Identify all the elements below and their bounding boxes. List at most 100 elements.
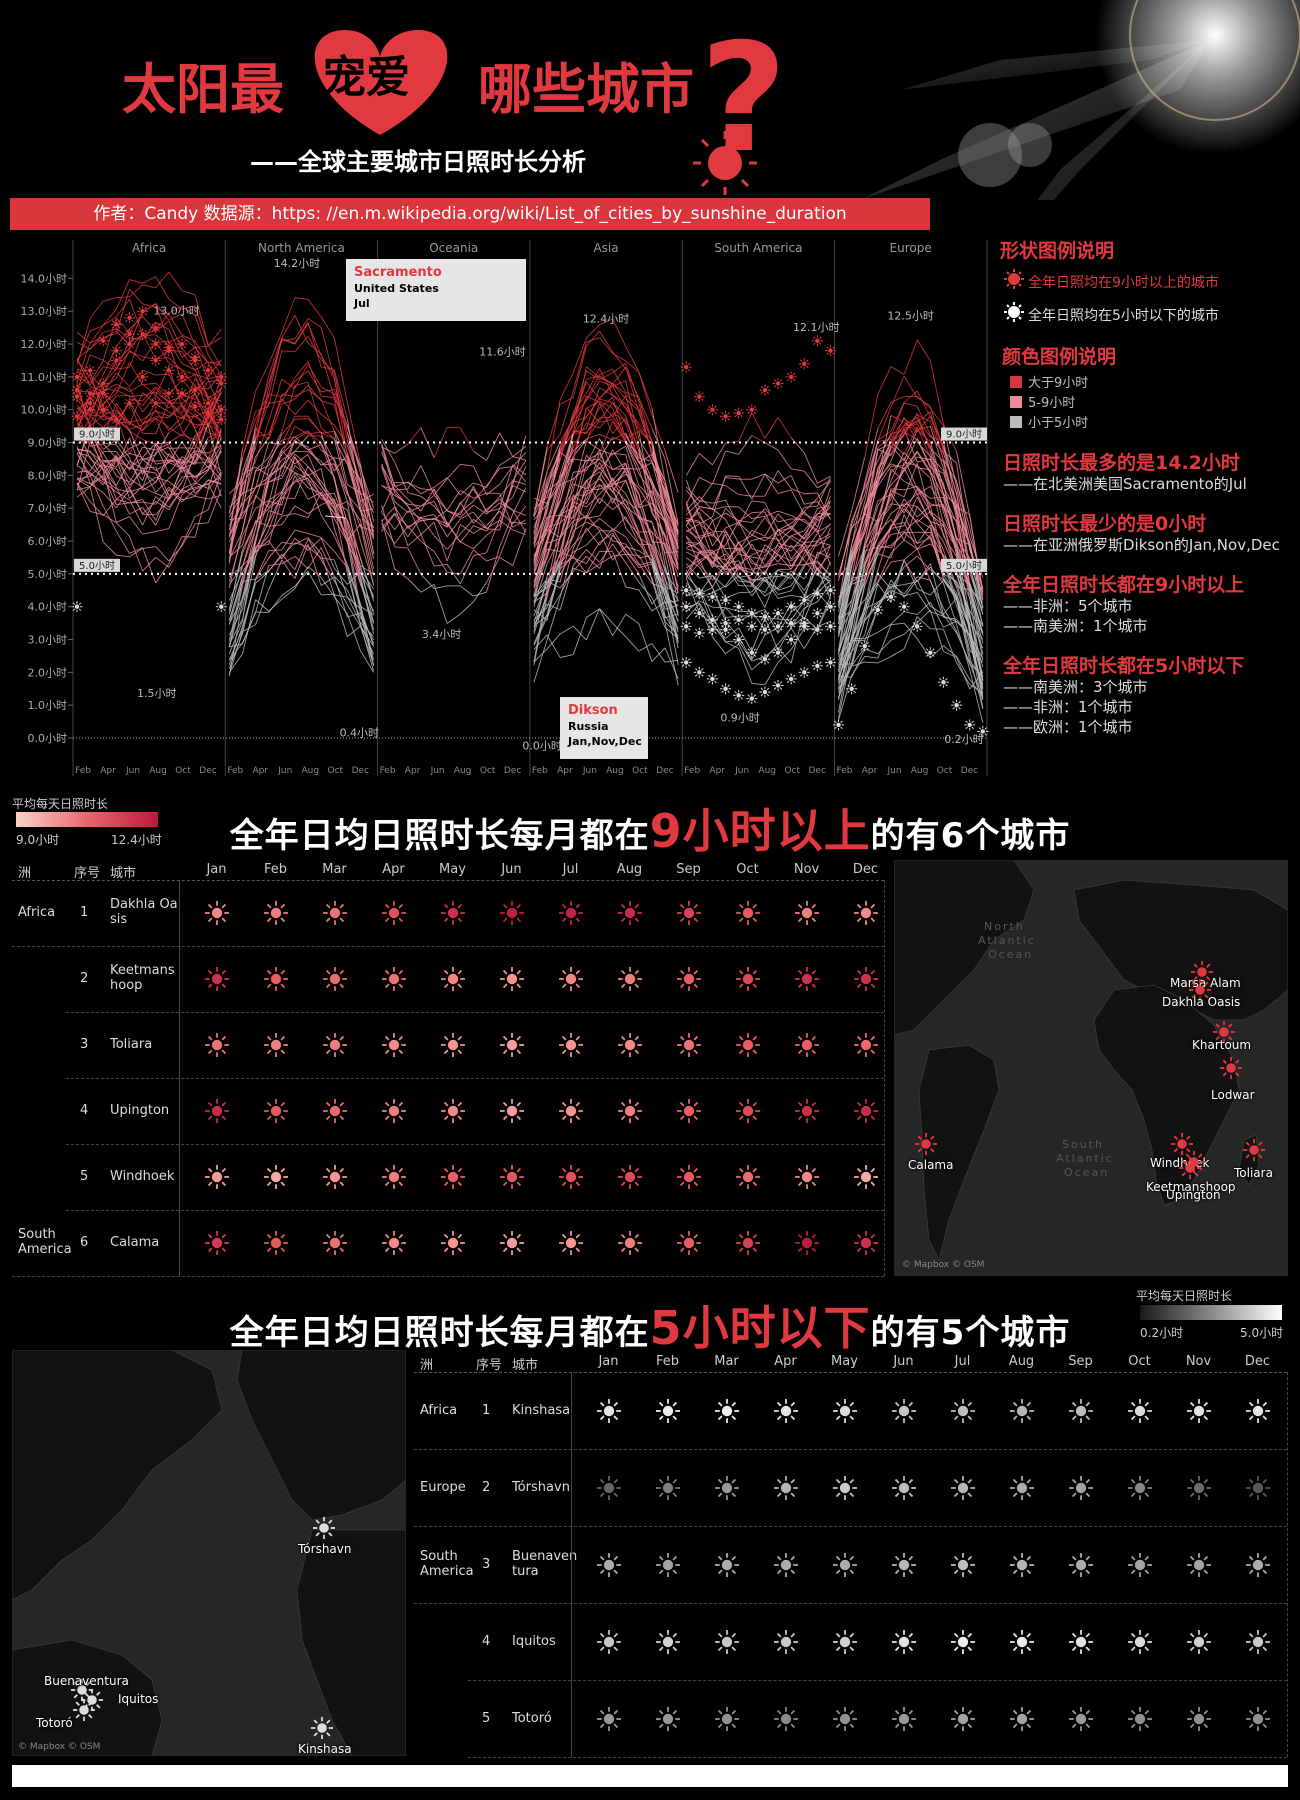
city-line-segment <box>115 530 130 554</box>
map-pin[interactable] <box>1219 1056 1243 1084</box>
city-line-segment <box>103 416 117 423</box>
city-line-segment <box>599 402 613 417</box>
city-line-segment <box>625 432 640 463</box>
map-pin[interactable] <box>1242 1138 1266 1166</box>
city-line-segment <box>698 496 713 511</box>
city-line-segment <box>585 462 600 489</box>
city-line-segment <box>816 567 831 600</box>
city-line-segment <box>804 590 818 599</box>
city-line-segment <box>307 454 322 486</box>
city-line-segment <box>307 451 322 462</box>
city-line-segment <box>207 476 222 485</box>
city-line-segment <box>803 470 818 489</box>
x-tick-label: Oct <box>937 766 953 776</box>
map-pin[interactable] <box>80 1688 104 1716</box>
city-line-segment <box>651 521 666 573</box>
city-line-segment <box>168 313 183 321</box>
sun-marker <box>71 384 83 396</box>
city-cell: Buenaventura <box>512 1548 578 1579</box>
city-line-segment <box>804 601 818 609</box>
city-line-segment <box>725 575 739 588</box>
city-line-segment <box>168 545 183 562</box>
city-line-segment <box>129 299 144 335</box>
city-line-segment <box>473 534 487 550</box>
city-line-segment <box>890 514 905 559</box>
city-line-segment <box>664 600 679 604</box>
x-tick-label: Apr <box>405 766 421 776</box>
city-line-segment <box>155 546 170 562</box>
month-sun-cell <box>714 1706 740 1736</box>
city-line-segment <box>751 536 766 541</box>
city-line-segment <box>116 488 130 493</box>
month-sun-cell <box>735 1032 761 1062</box>
x-tick-label: Aug <box>302 766 320 776</box>
city-line-segment <box>817 584 831 603</box>
city-line-segment <box>685 551 700 575</box>
city-line-segment <box>864 544 879 607</box>
city-line-segment <box>116 460 130 469</box>
city-line-segment <box>76 369 91 384</box>
sun-icon <box>322 1231 347 1255</box>
city-line-segment <box>533 614 548 644</box>
city-cell: Keetmanshoop <box>110 963 175 993</box>
city-line-segment <box>877 433 892 462</box>
city-line-segment <box>725 641 739 649</box>
sun-icon <box>794 901 819 925</box>
city-line-segment <box>638 462 653 470</box>
sun-icon <box>80 1688 104 1712</box>
city-line-segment <box>699 453 713 466</box>
city-line-segment <box>956 582 971 630</box>
city-line-segment <box>612 366 627 385</box>
sun-marker <box>759 384 771 396</box>
city-line-segment <box>420 541 435 552</box>
fact-heading: 日照时长最多的是14.2小时 <box>1003 452 1240 474</box>
map1-africa-americas[interactable]: North Atlantic Ocean South Atlantic Ocea… <box>894 860 1288 1276</box>
city-line-segment <box>599 403 614 434</box>
gradient-legend-2-bar <box>1140 1305 1282 1320</box>
map-pin[interactable] <box>1188 978 1212 1006</box>
city-line-segment <box>346 527 361 584</box>
city-line-segment <box>572 556 587 574</box>
city-line-segment <box>903 423 918 429</box>
city-line-segment <box>228 535 243 582</box>
city-line-segment <box>320 538 335 569</box>
city-line-segment <box>864 513 879 523</box>
city-line-segment <box>142 457 156 462</box>
city-line-segment <box>712 551 726 566</box>
map-pin[interactable] <box>914 1132 938 1160</box>
city-line-segment <box>546 603 561 611</box>
city-line-segment <box>512 509 527 516</box>
city-line-segment <box>916 452 931 474</box>
city-line-segment <box>512 464 527 476</box>
map-pin[interactable] <box>1212 1020 1236 1048</box>
city-line-segment <box>255 421 270 462</box>
city-line-segment <box>255 481 270 540</box>
heart-icon <box>314 30 448 135</box>
x-tick-label: Jun <box>582 766 597 776</box>
city-line-segment <box>651 541 666 578</box>
city-line-segment <box>334 594 348 598</box>
city-line-segment <box>360 650 374 673</box>
city-line-segment <box>612 463 627 482</box>
city-line-segment <box>333 580 348 605</box>
map-pin[interactable] <box>1190 960 1214 988</box>
sun-marker <box>215 404 227 416</box>
sun-marker <box>785 371 797 383</box>
city-line-segment <box>102 387 117 406</box>
map-pin[interactable] <box>310 1716 334 1744</box>
city-line-segment <box>89 324 104 344</box>
month-sun-cell <box>617 1032 643 1062</box>
map-pin[interactable] <box>1170 1132 1194 1160</box>
sun-icon <box>1127 1629 1152 1654</box>
city-line-segment <box>512 480 527 485</box>
map-pin[interactable] <box>312 1516 336 1544</box>
city-line-segment <box>586 330 600 347</box>
sun-icon <box>1127 1475 1152 1500</box>
city-line-segment <box>559 535 574 556</box>
map2-atlantic[interactable]: Tórshavn Buenaventura Totoró Iquitos Kinshas… <box>12 1350 406 1756</box>
map-pin[interactable] <box>1178 1156 1202 1184</box>
city-line-segment <box>473 591 487 597</box>
city-line-segment <box>764 617 779 651</box>
city-line-segment <box>155 334 170 346</box>
city-line-segment <box>294 456 309 476</box>
